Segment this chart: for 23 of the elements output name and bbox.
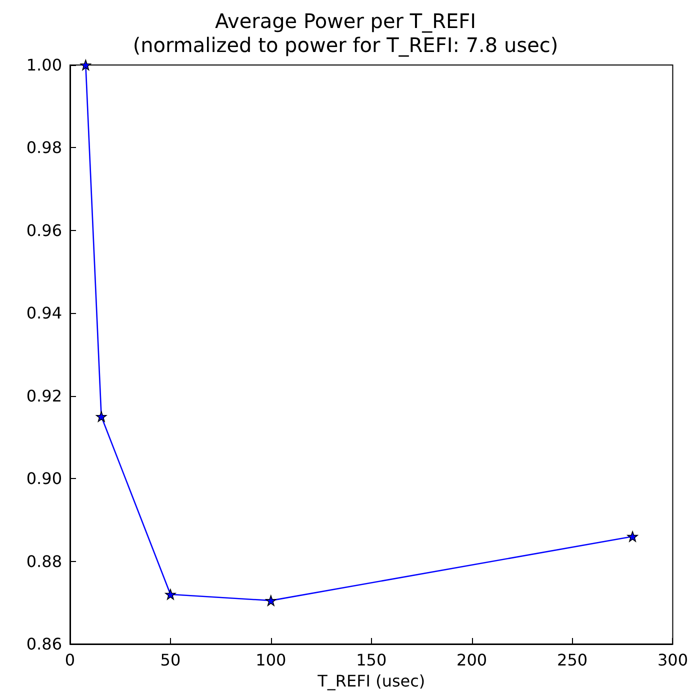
y-tick-label: 0.92 [26, 386, 62, 406]
point [96, 411, 107, 422]
y-tick-label: 0.98 [26, 138, 62, 158]
chart-subtitle: (normalized to power for T_REFI: 7.8 usec) [132, 33, 558, 57]
x-tick-label: 50 [160, 650, 181, 670]
y-tick-label: 0.90 [26, 469, 62, 488]
x-tick-label: 200 [456, 650, 488, 670]
x-tick-label: 100 [256, 650, 286, 670]
x-tick-label: 0 [64, 650, 76, 670]
point [266, 595, 276, 606]
chart-title: Average Power per T_REFI [214, 9, 476, 33]
point [80, 60, 92, 70]
x-tick-label: 300 [657, 650, 688, 670]
point [627, 531, 638, 542]
y-tick-label: 0.88 [26, 552, 62, 571]
y-tick-label: 0.86 [26, 634, 62, 654]
x-axis-title: T_REFI (usec) [316, 671, 426, 690]
y-tick-label: 0.96 [26, 220, 62, 240]
y-tick-label: 1.00 [26, 56, 62, 74]
point [165, 588, 176, 600]
x-tick-label: 250 [557, 650, 588, 670]
x-tick-label: 150 [356, 650, 387, 670]
y-tick-label: 0.94 [26, 304, 62, 323]
